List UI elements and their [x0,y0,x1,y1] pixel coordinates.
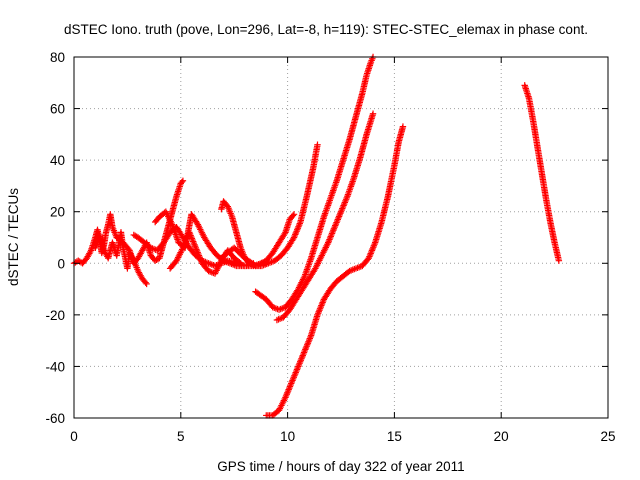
data-point [237,260,244,267]
data-point [256,260,264,267]
data-point [289,212,297,219]
x-tick-label: 5 [177,429,185,444]
data-point [399,123,407,130]
data-point [143,280,150,288]
data-marks [70,53,563,419]
y-tick-label: 80 [50,50,65,65]
data-point [236,259,243,266]
y-tick-label: -40 [45,359,65,374]
chart-title: dSTEC Iono. truth (pove, Lon=296, Lat=-8… [64,22,588,37]
data-point [259,258,267,266]
data-point [555,257,563,264]
x-tick-label: 0 [70,429,78,444]
y-tick-label: 0 [57,256,65,271]
x-axis-label: GPS time / hours of day 322 of year 2011 [217,459,464,474]
data-point [252,262,259,270]
y-tick-label: 60 [50,102,65,117]
data-point [179,177,187,184]
data-point [281,230,288,238]
data-point [255,261,262,268]
y-tick-label: 20 [50,205,65,220]
y-tick-label: 40 [50,153,65,168]
data-point [178,178,186,186]
y-tick-label: -60 [45,411,65,426]
data-point [142,279,149,286]
x-tick-label: 15 [387,429,402,444]
data-point [258,259,265,267]
x-tick-label: 20 [494,429,509,444]
data-point [253,261,261,269]
data-point [290,211,298,218]
data-point [369,110,377,117]
plot-frame [73,56,609,419]
axis-ticks: 0 5 10 15 20 25 -60 -40 -20 0 20 40 60 80 [45,50,615,444]
y-tick-label: -20 [45,308,65,323]
x-tick-label: 25 [600,429,615,444]
x-tick-label: 10 [280,429,295,444]
grid [74,57,608,418]
data-point [314,141,321,148]
y-axis-label: dSTEC / TECUs [6,188,21,286]
